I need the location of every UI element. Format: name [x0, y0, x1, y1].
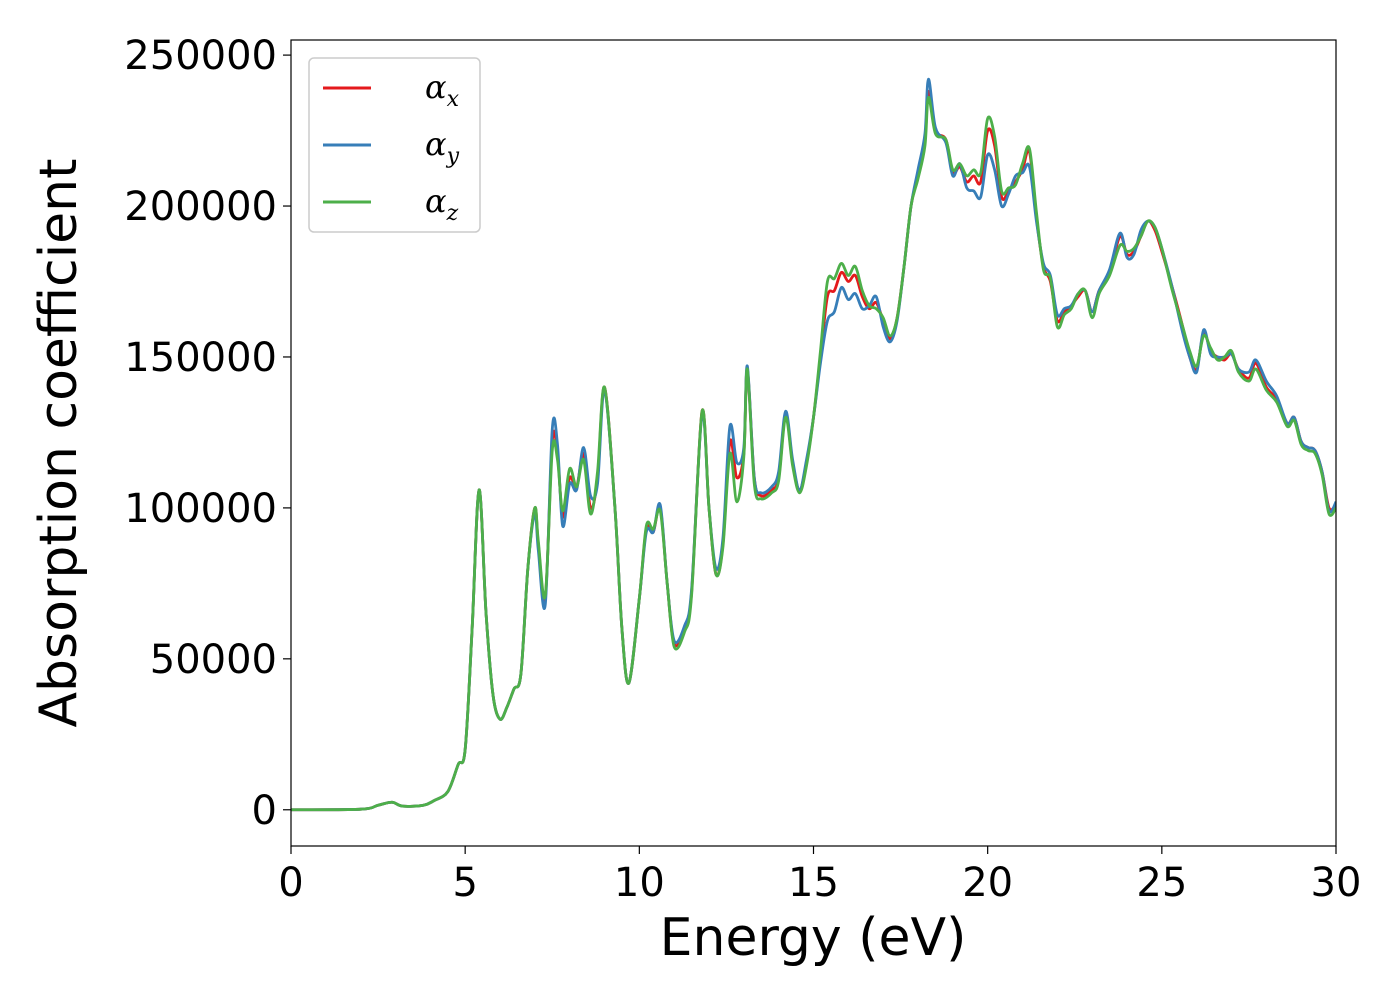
y-tick-label: 150000: [124, 335, 277, 381]
y-axis: 0 50000 100000 150000 200000 250000: [124, 33, 291, 834]
y-axis-label: Absorption coefficient: [29, 158, 89, 727]
x-tick-label: 10: [614, 860, 665, 906]
x-axis-label: Energy (eV): [660, 908, 967, 968]
x-tick-label: 25: [1136, 860, 1187, 906]
x-axis: 0 5 10 15 20 25 30: [278, 846, 1361, 906]
x-tick-label: 15: [788, 860, 839, 906]
x-tick-label: 30: [1311, 860, 1362, 906]
legend-box: [308, 57, 481, 233]
series-layer: [291, 77, 1336, 812]
y-tick-label: 50000: [150, 637, 277, 683]
x-tick-label: 5: [452, 860, 477, 906]
y-tick-label: 100000: [124, 486, 277, 532]
series-line-alpha-z: [291, 95, 1336, 812]
x-tick-label: 20: [962, 860, 1013, 906]
legend-label-alpha-y: αy: [425, 125, 460, 169]
legend-label-alpha-z: αz: [425, 182, 459, 226]
y-tick-label: 0: [252, 788, 277, 834]
y-tick-label: 250000: [124, 33, 277, 79]
legend-label-alpha-x: αx: [425, 68, 460, 112]
x-tick-label: 0: [278, 860, 303, 906]
y-tick-label: 200000: [124, 184, 277, 230]
legend: αx αy αz: [308, 57, 481, 233]
